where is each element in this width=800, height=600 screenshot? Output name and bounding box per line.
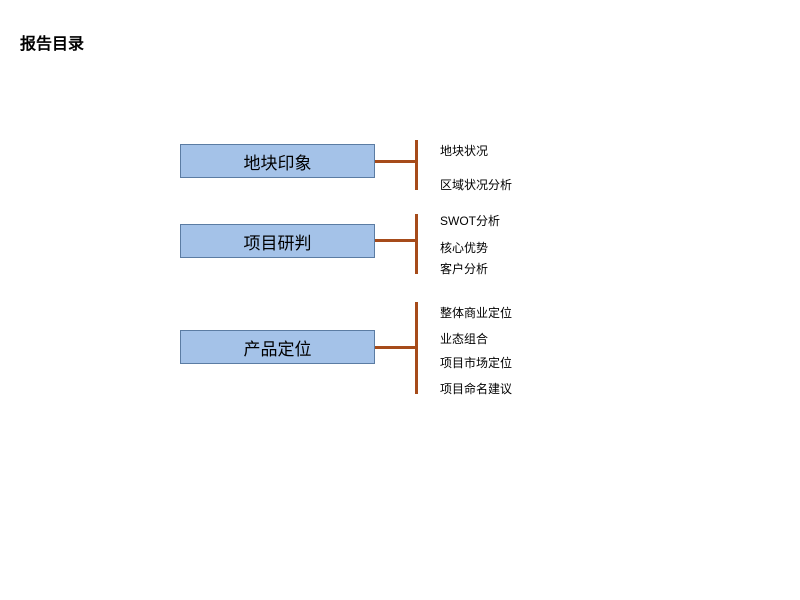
page-title: 报告目录	[20, 30, 84, 54]
connector-vertical-1	[415, 214, 418, 274]
section-box-0: 地块印象	[180, 144, 375, 178]
sub-item-2-2: 项目市场定位	[440, 354, 512, 371]
sub-item-1-2: 客户分析	[440, 260, 488, 277]
sub-item-1-1: 核心优势	[440, 239, 488, 256]
sub-item-2-1: 业态组合	[440, 330, 488, 347]
connector-horizontal-2	[375, 346, 417, 349]
section-box-1: 项目研判	[180, 224, 375, 258]
connector-vertical-0	[415, 140, 418, 190]
sub-item-1-0: SWOT分析	[440, 212, 500, 229]
sub-item-2-0: 整体商业定位	[440, 304, 512, 321]
sub-item-0-0: 地块状况	[440, 142, 488, 159]
sub-item-2-3: 项目命名建议	[440, 380, 512, 397]
connector-horizontal-0	[375, 160, 417, 163]
connector-vertical-2	[415, 302, 418, 394]
sub-item-0-1: 区域状况分析	[440, 176, 512, 193]
section-box-2: 产品定位	[180, 330, 375, 364]
connector-horizontal-1	[375, 239, 417, 242]
